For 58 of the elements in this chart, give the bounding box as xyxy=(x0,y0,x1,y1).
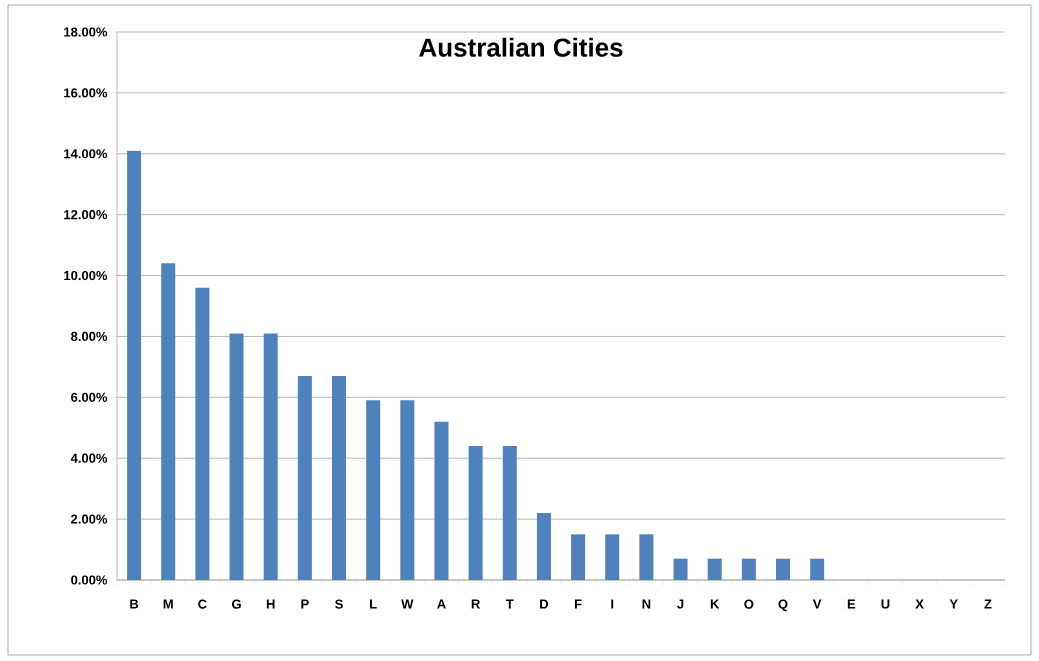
x-tick-label: K xyxy=(710,599,720,609)
bar xyxy=(195,287,210,580)
bar xyxy=(434,421,449,580)
bar xyxy=(263,333,278,580)
x-tick-label: D xyxy=(540,599,549,609)
y-tick-label: 8.00% xyxy=(71,331,108,342)
x-tick-label: X xyxy=(915,599,924,609)
bar xyxy=(502,446,517,580)
x-tick-label: U xyxy=(881,599,890,609)
y-tick-label: 10.00% xyxy=(64,270,108,281)
y-tick-label: 2.00% xyxy=(71,514,108,524)
bar xyxy=(673,558,688,580)
chart-title: Australian Cities xyxy=(419,37,623,57)
bar xyxy=(639,534,654,580)
bar xyxy=(741,558,756,580)
bar xyxy=(571,534,586,580)
x-tick-label: B xyxy=(130,599,139,609)
bar xyxy=(468,446,483,580)
bar xyxy=(161,263,176,580)
y-tick-label: 18.00% xyxy=(64,27,108,37)
y-tick-label: 0.00% xyxy=(71,575,108,585)
bar xyxy=(536,513,551,580)
bar xyxy=(810,558,825,580)
x-tick-label: N xyxy=(642,599,651,609)
bar xyxy=(400,400,415,580)
bar xyxy=(605,534,620,580)
bar xyxy=(229,333,244,580)
x-tick-label: L xyxy=(370,599,377,609)
bar xyxy=(127,150,142,580)
x-tick-label: V xyxy=(812,599,822,609)
x-tick-label: S xyxy=(335,599,343,609)
y-tick-label: 14.00% xyxy=(64,149,108,159)
x-tick-label: I xyxy=(611,599,614,609)
x-tick-label: P xyxy=(301,599,309,609)
y-tick-label: 4.00% xyxy=(70,453,108,463)
y-tick-label: 16.00% xyxy=(64,88,108,98)
x-tick-label: E xyxy=(847,599,856,609)
x-tick-label: J xyxy=(677,599,684,609)
y-tick-label: 12.00% xyxy=(64,210,108,220)
bar xyxy=(707,558,722,580)
x-tick-label: R xyxy=(471,599,481,609)
x-tick-label: O xyxy=(744,599,754,609)
x-tick-label: C xyxy=(198,599,207,609)
bar xyxy=(332,376,347,580)
bar xyxy=(366,400,381,580)
bar xyxy=(297,376,312,580)
x-tick-label: Q xyxy=(778,599,788,612)
x-tick-label: T xyxy=(505,599,514,609)
x-tick-label: H xyxy=(266,599,275,609)
bar xyxy=(776,558,790,580)
x-tick-label: M xyxy=(163,599,173,609)
x-tick-label: Y xyxy=(949,599,958,609)
x-tick-label: Z xyxy=(984,599,992,609)
y-tick-label: 6.00% xyxy=(71,392,108,402)
x-tick-label: A xyxy=(437,599,446,609)
x-tick-label: W xyxy=(401,599,414,609)
x-tick-label: G xyxy=(232,599,241,609)
x-tick-label: F xyxy=(574,599,582,609)
